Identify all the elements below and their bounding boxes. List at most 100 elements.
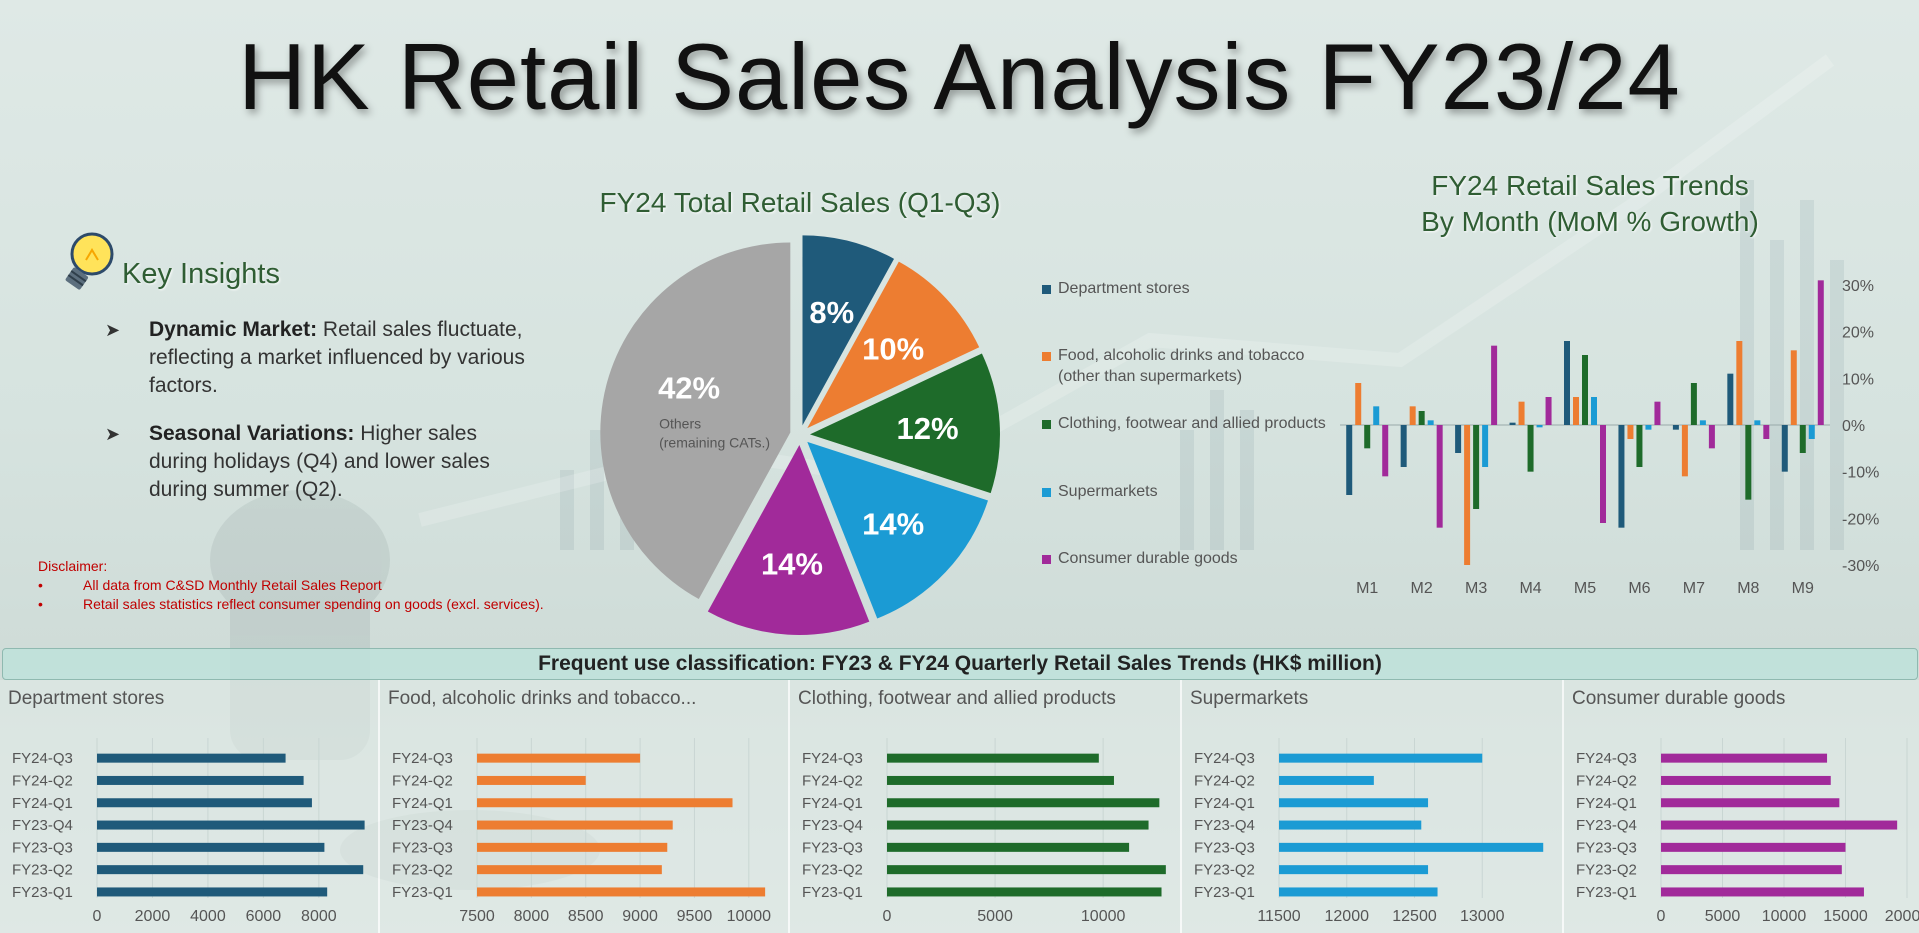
- legend-swatch: [1042, 488, 1051, 497]
- x-tick-label: 0: [93, 908, 102, 925]
- panel-consumer-durables: Consumer durable goods 0 5000 10000 15000 20…: [1564, 680, 1919, 933]
- legend-item: Department stores: [1042, 278, 1342, 299]
- y-tick-label: FY23-Q1: [12, 884, 73, 901]
- quarter-bar: [477, 865, 662, 875]
- quarter-bar: [887, 842, 1130, 852]
- y-tick-label: FY23-Q3: [802, 839, 863, 856]
- insight-bold: Seasonal Variations:: [149, 422, 355, 445]
- y-tick-label: FY24-Q1: [392, 795, 453, 812]
- y-tick-label: FY23-Q2: [1194, 862, 1255, 879]
- y-tick-label: FY23-Q3: [12, 839, 73, 856]
- mom-bar: [1400, 425, 1407, 467]
- y-tick-label: FY24-Q3: [12, 750, 73, 767]
- x-tick-label: 9000: [622, 908, 658, 925]
- quarter-bar: [1661, 887, 1864, 897]
- mom-bar: [1736, 341, 1743, 425]
- x-tick-label: M1: [1356, 580, 1378, 597]
- mom-bar: [1455, 425, 1462, 453]
- x-tick-label: 10000: [1762, 908, 1807, 925]
- y-tick-label: FY24-Q3: [802, 750, 863, 767]
- hbar-chart-department-stores: 0 2000 4000 6000 8000 FY24-Q3 FY24-Q2 FY24-Q1 FY…: [12, 738, 365, 925]
- panel-food: Food, alcoholic drinks and tobacco... 75…: [380, 680, 788, 933]
- y-tick-label: -10%: [1842, 465, 1879, 482]
- quarter-bar: [887, 820, 1149, 830]
- legend-label: Consumer durable goods: [1058, 550, 1238, 567]
- x-tick-label: 12500: [1392, 908, 1437, 925]
- panel-title: Supermarkets: [1190, 688, 1309, 709]
- hbar-chart-consumer-durables: 0 5000 10000 15000 20000 FY24-Q3 FY24-Q2 FY24-Q…: [1576, 738, 1919, 925]
- mom-bar: [1491, 345, 1498, 425]
- x-tick-label: 4000: [190, 908, 226, 925]
- mom-bar: [1482, 425, 1489, 467]
- mom-growth-chart: 30% 20% 10% 0% -10% -20% -30% M1 M2 M3 M4 M5 M6 M7 M8 M…: [1340, 278, 1879, 597]
- quarter-bar: [1279, 775, 1374, 785]
- legend-swatch: [1042, 555, 1051, 564]
- insight-text: Higher sales during holidays (Q4) and lo…: [149, 422, 490, 501]
- disclaimer: Disclaimer: • All data from C&SD Monthly …: [38, 558, 544, 612]
- quarter-bar: [97, 753, 286, 763]
- mom-bar: [1600, 425, 1606, 523]
- quarter-bar: [97, 865, 364, 875]
- mom-bar: [1582, 355, 1588, 425]
- x-tick-label: 0: [1657, 908, 1666, 925]
- legend-item: Consumer durable goods: [1042, 548, 1342, 569]
- mom-bar: [1699, 420, 1706, 425]
- panel-supermarkets: Supermarkets 11500 12000 12500 13000 FY24-Q3…: [1182, 680, 1562, 933]
- disclaimer-heading: Disclaimer:: [38, 558, 108, 574]
- insight-bold: Dynamic Market:: [149, 318, 318, 341]
- page-title: HK Retail Sales Analysis FY23/24: [238, 24, 1681, 129]
- x-tick-label: 9500: [677, 908, 713, 925]
- quarter-bar: [477, 775, 586, 785]
- legend-label: Department stores: [1058, 280, 1190, 297]
- pie-slice: [809, 353, 1000, 494]
- mom-bar: [1618, 425, 1625, 528]
- quarter-bar: [477, 753, 641, 763]
- quarter-bar: [1661, 775, 1831, 785]
- y-tick-label: FY24-Q1: [12, 795, 73, 812]
- x-tick-label: M5: [1574, 580, 1596, 597]
- y-tick-label: FY23-Q1: [802, 884, 863, 901]
- y-tick-label: FY23-Q4: [802, 817, 863, 834]
- x-tick-label: 13000: [1460, 908, 1505, 925]
- mom-bar: [1436, 425, 1443, 528]
- mom-bar: [1654, 401, 1661, 425]
- y-tick-label: FY24-Q2: [1194, 772, 1255, 789]
- mom-bar: [1763, 425, 1770, 439]
- y-tick-label: 20%: [1842, 325, 1874, 342]
- mom-bar: [1790, 350, 1797, 425]
- quarter-bar: [97, 842, 325, 852]
- mom-bar: [1817, 280, 1824, 425]
- panel-divider: [378, 680, 380, 933]
- y-tick-label: FY24-Q1: [1194, 795, 1255, 812]
- mom-bar: [1536, 425, 1543, 428]
- x-tick-label: 12000: [1325, 908, 1370, 925]
- panel-title: Department stores: [8, 688, 165, 709]
- quarterly-trends-banner: Frequent use classification: FY23 & FY24…: [2, 648, 1918, 680]
- y-tick-label: FY24-Q2: [802, 772, 863, 789]
- x-tick-label: 11500: [1257, 908, 1300, 925]
- x-tick-label: 8500: [568, 908, 604, 925]
- y-tick-label: -20%: [1842, 511, 1879, 528]
- y-tick-label: FY24-Q3: [1194, 750, 1255, 767]
- x-tick-label: M8: [1737, 580, 1759, 597]
- pie-slice-sublabel: Others: [659, 416, 701, 432]
- quarter-bar: [1279, 753, 1483, 763]
- legend-label: Supermarkets: [1058, 483, 1158, 500]
- quarter-bar: [97, 820, 365, 830]
- y-tick-label: FY24-Q3: [392, 750, 453, 767]
- mom-bar: [1645, 425, 1652, 430]
- arrow-bullet-icon: ➤: [105, 320, 121, 340]
- legend-label: Clothing, footwear and allied products: [1058, 415, 1326, 432]
- hbar-chart-food: 7500 8000 8500 9000 9500 10000 FY24-Q3 FY24-Q2 F…: [392, 738, 771, 925]
- quarter-bar: [1279, 798, 1429, 808]
- y-tick-label: FY24-Q3: [1576, 750, 1637, 767]
- quarter-bar: [1279, 887, 1438, 897]
- y-tick-label: FY24-Q2: [392, 772, 453, 789]
- quarter-bar: [1279, 820, 1422, 830]
- mom-bar: [1781, 425, 1788, 472]
- insight-item: ➤ Seasonal Variations: Higher sales duri…: [105, 420, 535, 504]
- y-tick-label: FY23-Q2: [802, 862, 863, 879]
- pie-slice-label: 10%: [862, 332, 924, 367]
- y-tick-label: FY23-Q3: [392, 839, 453, 856]
- x-tick-label: 5000: [1705, 908, 1741, 925]
